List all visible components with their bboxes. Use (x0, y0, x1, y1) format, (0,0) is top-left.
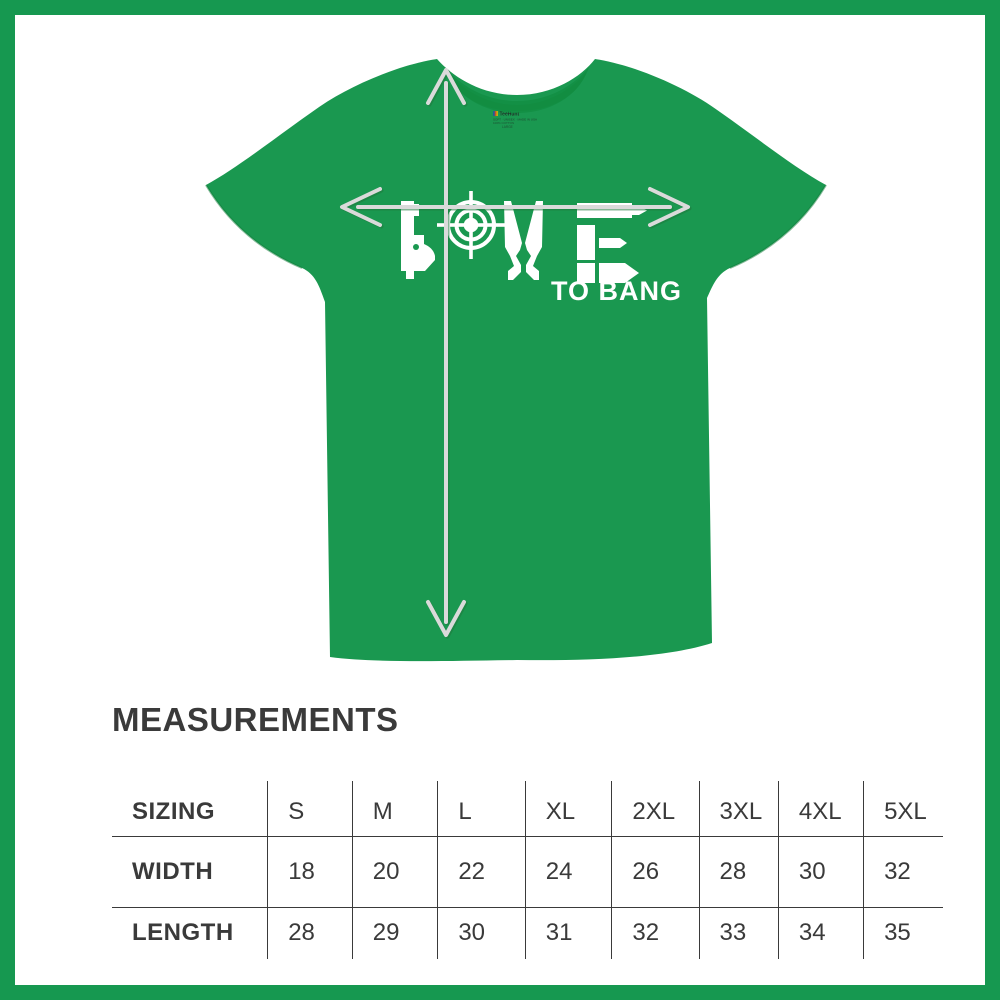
svg-text:LARGE: LARGE (502, 125, 513, 129)
svg-text:TO BANG: TO BANG (551, 276, 682, 306)
